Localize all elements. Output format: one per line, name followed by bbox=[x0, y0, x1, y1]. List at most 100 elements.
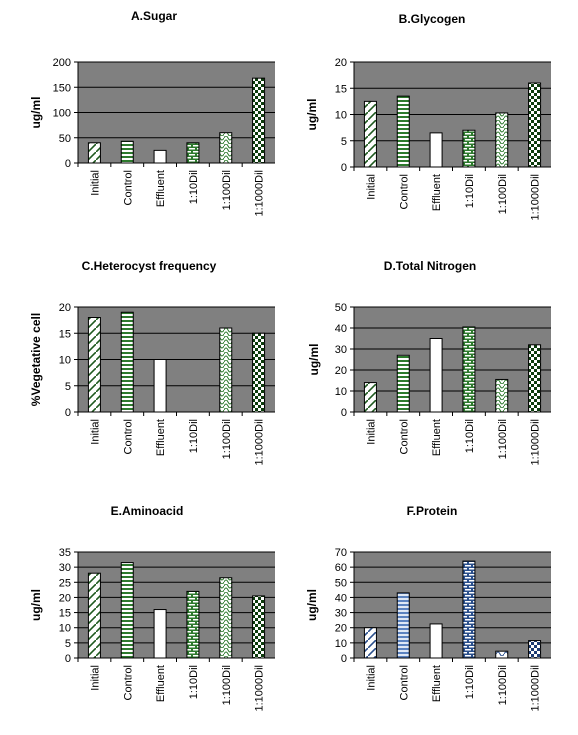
bar-control bbox=[120, 562, 134, 659]
x-tick-label: 1:10Dil bbox=[188, 665, 200, 699]
y-tick-label: 150 bbox=[53, 82, 71, 94]
y-tick-label: 50 bbox=[335, 302, 347, 314]
x-tick-label: Effluent bbox=[431, 419, 443, 456]
bar-effluent bbox=[153, 359, 167, 413]
bar-1-10dil bbox=[462, 326, 476, 413]
y-tick-label: 0 bbox=[65, 653, 71, 665]
x-tick-label: Control bbox=[398, 419, 410, 454]
bar-effluent bbox=[153, 609, 167, 659]
y-tick-label: 5 bbox=[341, 136, 347, 148]
bar-1-1000dil bbox=[252, 332, 266, 413]
x-tick-label: 1:100Dil bbox=[497, 665, 509, 705]
bar-1-100dil bbox=[219, 577, 233, 659]
y-tick-label: 15 bbox=[59, 328, 71, 340]
chart-d-total-nitrogen: 0 10 20 30 40 50 Initial Control Effluent 1:10Dil… bbox=[307, 259, 551, 465]
bar-1-10dil bbox=[186, 142, 200, 164]
bar-1-1000dil bbox=[528, 82, 542, 168]
bar-1-10dil bbox=[186, 590, 200, 659]
y-axis-label: ug/ml bbox=[305, 589, 319, 621]
y-tick-label: 10 bbox=[335, 638, 347, 650]
y-tick-label: 20 bbox=[335, 623, 347, 635]
chart-title: A.Sugar bbox=[131, 9, 177, 23]
bar-1-100dil bbox=[219, 132, 233, 164]
y-tick-label: 40 bbox=[335, 592, 347, 604]
x-tick-label: Initial bbox=[365, 665, 377, 691]
y-tick-label: 0 bbox=[341, 407, 347, 419]
y-tick-label: 0 bbox=[65, 407, 71, 419]
y-axis-label: ug/ml bbox=[305, 99, 319, 131]
plot-area bbox=[354, 552, 551, 658]
y-tick-label: 10 bbox=[59, 623, 71, 635]
y-tick-label: 10 bbox=[335, 110, 347, 122]
chart-title: F.Protein bbox=[407, 504, 458, 518]
bar-control bbox=[120, 311, 134, 413]
x-tick-label: Initial bbox=[89, 419, 101, 445]
x-tick-label: Effluent bbox=[431, 665, 443, 702]
x-tick-label: Effluent bbox=[155, 419, 167, 456]
bar-initial bbox=[87, 317, 101, 413]
y-axis-label: ug/ml bbox=[307, 344, 321, 376]
bar-initial bbox=[363, 627, 377, 659]
y-tick-label: 0 bbox=[341, 162, 347, 174]
bar-1-1000dil bbox=[252, 77, 266, 164]
bar-control bbox=[396, 95, 410, 168]
chart-f-protein: 0 10 20 30 40 50 60 70 Initial Control Effluent 1:1… bbox=[305, 504, 551, 711]
bar-effluent bbox=[429, 623, 443, 659]
y-tick-label: 0 bbox=[65, 158, 71, 170]
y-tick-label: 30 bbox=[335, 344, 347, 356]
x-tick-label: Effluent bbox=[431, 174, 443, 211]
x-tick-label: 1:10Dil bbox=[188, 419, 200, 453]
x-tick-label: Initial bbox=[365, 419, 377, 445]
y-tick-label: 50 bbox=[59, 133, 71, 145]
y-tick-label: 20 bbox=[335, 57, 347, 69]
y-axis-label: ug/ml bbox=[29, 97, 43, 129]
chart-b-glycogen: 0 5 10 15 20 Initial Control Effluent 1:10Dil 1:1… bbox=[305, 12, 551, 220]
bar-control bbox=[120, 140, 134, 164]
bar-1-100dil bbox=[495, 378, 509, 413]
y-tick-label: 40 bbox=[335, 323, 347, 335]
bar-1-100dil bbox=[219, 327, 233, 413]
y-tick-label: 200 bbox=[53, 57, 71, 69]
x-tick-label: 1:100Dil bbox=[221, 665, 233, 705]
x-tick-label: Control bbox=[122, 665, 134, 700]
y-tick-label: 100 bbox=[53, 108, 71, 120]
y-tick-label: 0 bbox=[341, 653, 347, 665]
bar-control bbox=[396, 592, 410, 659]
y-tick-label: 25 bbox=[59, 577, 71, 589]
y-tick-label: 15 bbox=[335, 83, 347, 95]
x-tick-label: Effluent bbox=[155, 170, 167, 207]
plot-area bbox=[78, 552, 275, 658]
y-tick-label: 10 bbox=[59, 355, 71, 367]
x-tick-label: 1:10Dil bbox=[464, 419, 476, 453]
y-tick-label: 30 bbox=[59, 562, 71, 574]
y-tick-label: 5 bbox=[65, 381, 71, 393]
chart-a-sugar: 0 50 100 150 200 Initial Control Effluent 1:10Di… bbox=[29, 9, 275, 216]
x-tick-label: Initial bbox=[89, 665, 101, 691]
y-tick-label: 20 bbox=[59, 592, 71, 604]
bar-1-100dil bbox=[495, 112, 509, 168]
x-tick-label: Initial bbox=[365, 174, 377, 200]
chart-title: B.Glycogen bbox=[399, 12, 466, 26]
x-tick-label: 1:1000Dil bbox=[530, 174, 542, 220]
y-tick-label: 70 bbox=[335, 547, 347, 559]
bar-initial bbox=[363, 382, 377, 413]
y-tick-label: 15 bbox=[59, 608, 71, 620]
x-tick-label: 1:1000Dil bbox=[254, 665, 266, 711]
x-tick-label: 1:1000Dil bbox=[530, 419, 542, 465]
bar-1-100dil bbox=[495, 650, 509, 659]
x-tick-label: 1:1000Dil bbox=[530, 665, 542, 711]
x-tick-label: 1:100Dil bbox=[497, 174, 509, 214]
x-tick-label: 1:1000Dil bbox=[254, 170, 266, 216]
bar-effluent bbox=[429, 338, 443, 413]
chart-title: E.Aminoacid bbox=[111, 504, 184, 518]
y-tick-label: 50 bbox=[335, 577, 347, 589]
y-axis-label: %Vegetative cell bbox=[29, 313, 43, 406]
x-tick-label: Effluent bbox=[155, 665, 167, 702]
x-tick-label: Initial bbox=[89, 170, 101, 196]
chart-title: C.Heterocyst frequency bbox=[82, 259, 217, 273]
bar-effluent bbox=[153, 149, 167, 164]
chart-c-heterocyst-frequency: 0 5 10 15 20 Initial Control Effluent 1:10Dil 1:1… bbox=[29, 259, 275, 465]
y-tick-label: 10 bbox=[335, 386, 347, 398]
bar-initial bbox=[363, 100, 377, 168]
